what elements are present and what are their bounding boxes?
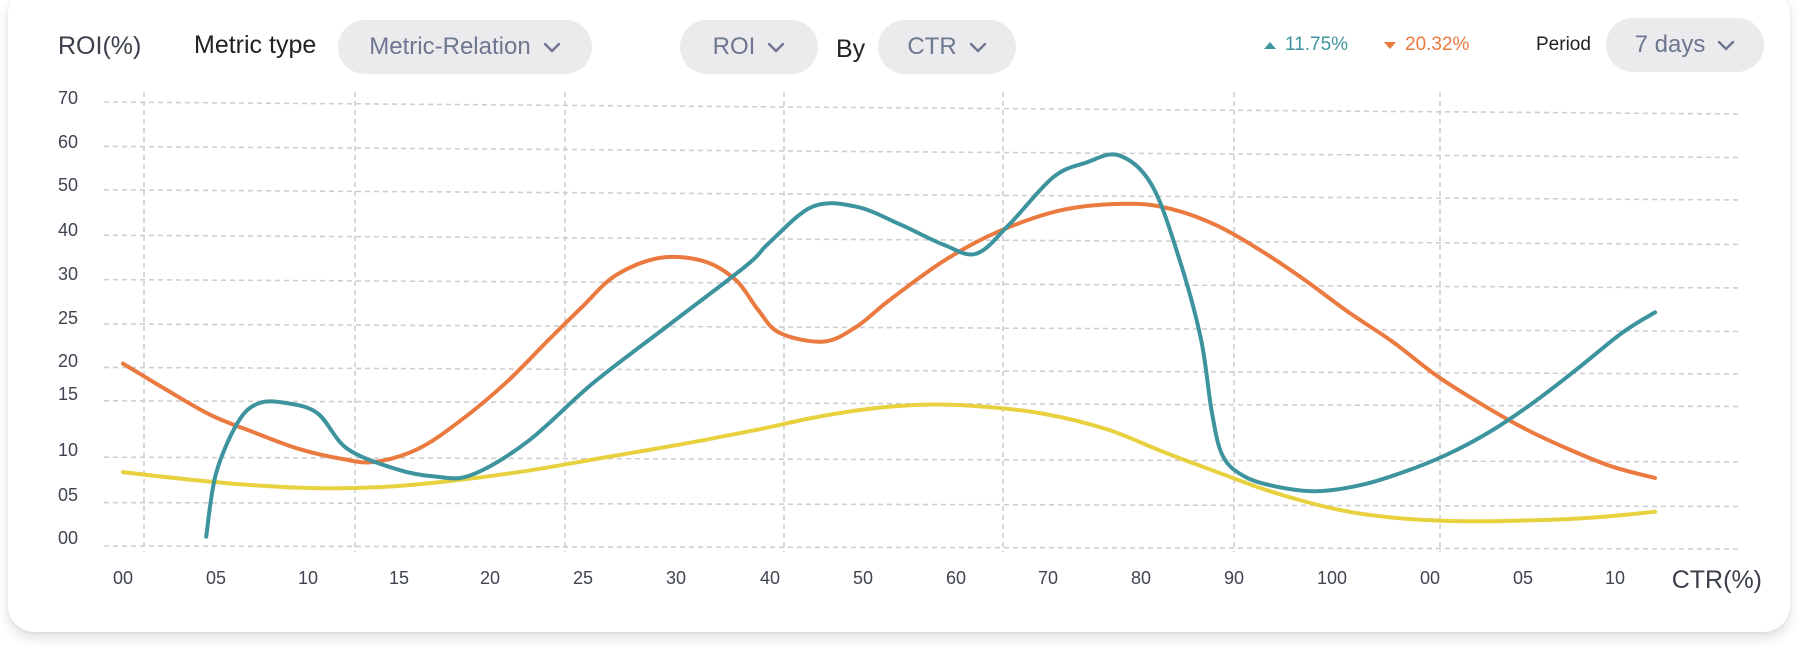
period-dropdown[interactable]: 7 days	[1606, 18, 1764, 72]
x-tick-label: 30	[666, 568, 686, 588]
chart-series	[121, 152, 1657, 539]
metric-type-value: Metric-Relation	[369, 33, 531, 60]
x-tick-label: 00	[113, 568, 133, 588]
y-tick-label: 70	[58, 88, 78, 108]
y-tick-label: 25	[58, 308, 78, 328]
chevron-down-icon	[1718, 40, 1735, 51]
y-tick-label: 60	[58, 132, 78, 152]
gridline-horizontal	[103, 101, 1743, 115]
metric-type-label: Metric type	[194, 31, 317, 59]
delta-down-value: 20.32%	[1405, 34, 1470, 55]
chevron-down-icon	[543, 42, 560, 53]
x-tick-label: 25	[573, 568, 593, 588]
y-tick-label: 15	[58, 384, 78, 404]
series-line-yellow	[121, 402, 1657, 524]
x-tick-label: 60	[946, 568, 966, 588]
by-dropdown[interactable]: CTR	[878, 20, 1016, 74]
metric-value: ROI	[712, 33, 756, 60]
y-tick-label: 05	[58, 485, 78, 505]
y-axis-title: ROI(%)	[58, 32, 142, 60]
gridline-horizontal	[103, 145, 1743, 159]
gridline-horizontal	[103, 278, 1743, 289]
gridline-horizontal	[103, 189, 1743, 201]
y-tick-label: 00	[58, 528, 78, 548]
chart-card	[8, 0, 1790, 632]
y-tick-label: 30	[58, 264, 78, 284]
series-line-orange	[121, 201, 1657, 480]
y-tick-label: 40	[58, 220, 78, 240]
x-tick-label: 05	[206, 568, 226, 588]
x-tick-label: 00	[1420, 568, 1440, 588]
x-tick-label: 20	[480, 568, 500, 588]
gridline-horizontal	[103, 366, 1743, 375]
delta-up-value: 11.75%	[1285, 34, 1349, 55]
gridline-horizontal	[103, 456, 1743, 463]
triangle-down-icon	[1384, 41, 1396, 49]
x-axis-title: CTR(%)	[1672, 566, 1762, 594]
x-tick-label: 100	[1317, 568, 1347, 588]
x-tick-label: 70	[1038, 568, 1058, 588]
gridline-horizontal	[103, 501, 1743, 508]
y-tick-label: 50	[58, 175, 78, 195]
chevron-down-icon	[969, 42, 986, 53]
period-value: 7 days	[1634, 31, 1706, 58]
delta-up-badge: 11.75%	[1264, 34, 1348, 56]
triangle-up-icon	[1264, 41, 1276, 49]
period-label: Period	[1536, 34, 1591, 55]
x-tick-label: 90	[1224, 568, 1244, 588]
gridline-horizontal	[103, 545, 1743, 550]
y-tick-label: 10	[58, 440, 78, 460]
chart-grid	[103, 92, 1743, 552]
x-tick-label: 10	[1605, 568, 1625, 588]
metric-type-dropdown[interactable]: Metric-Relation	[338, 20, 592, 74]
by-value: CTR	[907, 33, 957, 60]
x-tick-label: 10	[298, 568, 318, 588]
x-tick-label: 50	[853, 568, 873, 588]
chevron-down-icon	[768, 42, 785, 53]
metric-dropdown[interactable]: ROI	[680, 20, 818, 74]
x-tick-label: 05	[1513, 568, 1533, 588]
x-tick-label: 80	[1131, 568, 1151, 588]
x-tick-label: 15	[389, 568, 409, 588]
chart-ticks: 00 05 10 15 20 25 30 40 50 60 70 00 05 10 15 20 25 30 40 50…	[58, 88, 1625, 588]
by-label: By	[836, 35, 866, 63]
gridline-horizontal	[103, 234, 1743, 246]
gridline-horizontal	[103, 323, 1743, 333]
series-line-teal	[204, 152, 1657, 539]
delta-down-badge: 20.32%	[1384, 34, 1469, 56]
y-tick-label: 20	[58, 351, 78, 371]
x-tick-label: 40	[760, 568, 780, 588]
